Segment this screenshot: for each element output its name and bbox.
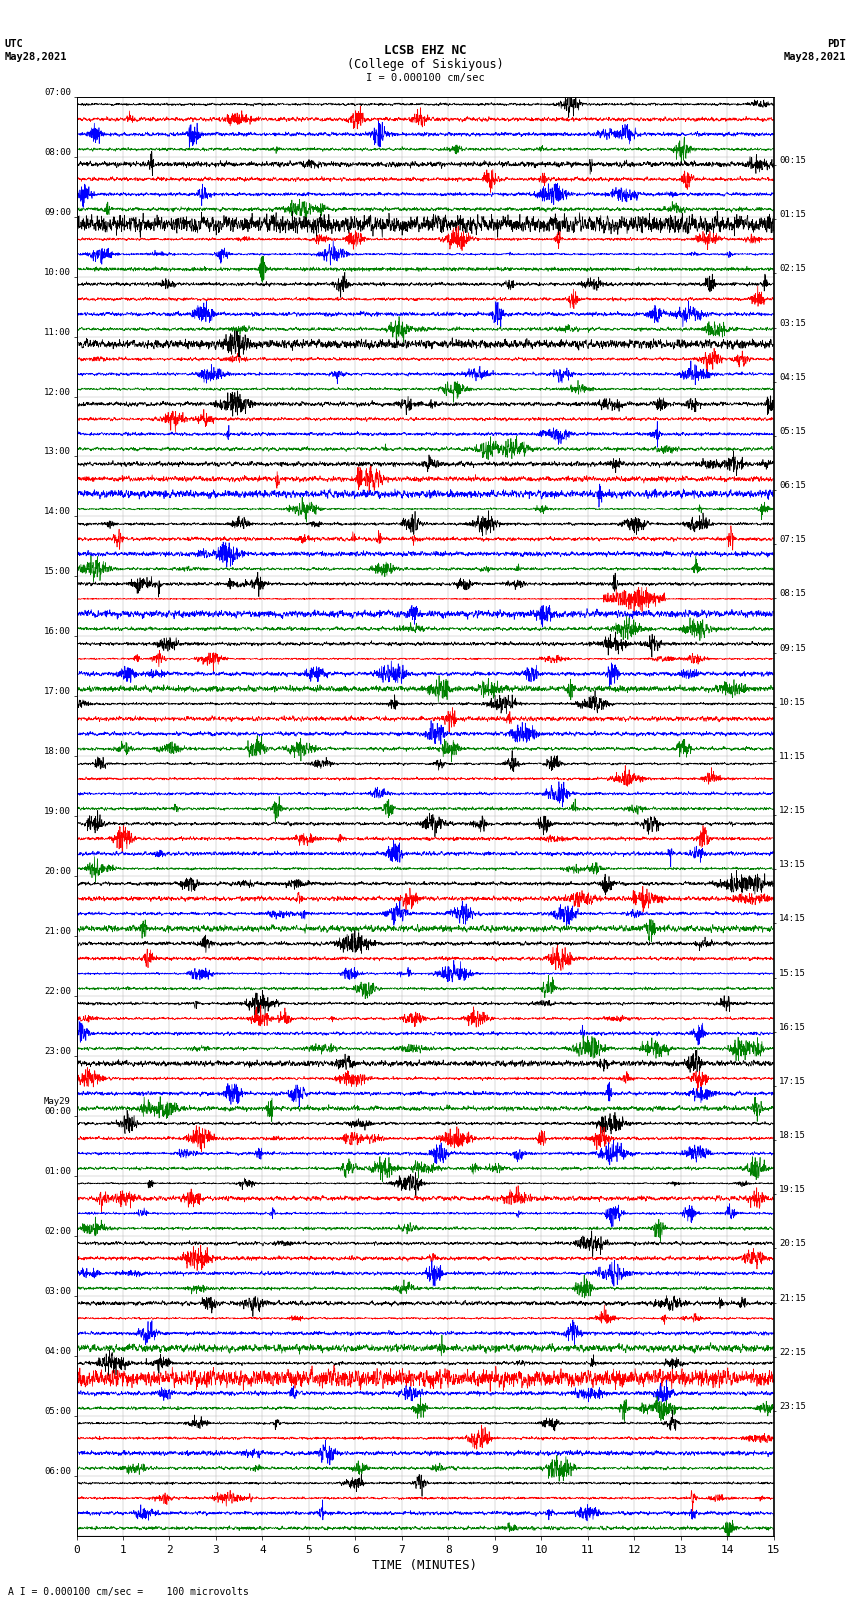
Text: I = 0.000100 cm/sec: I = 0.000100 cm/sec	[366, 73, 484, 82]
Text: (College of Siskiyous): (College of Siskiyous)	[347, 58, 503, 71]
Text: UTC: UTC	[4, 39, 23, 48]
Text: A I = 0.000100 cm/sec =    100 microvolts: A I = 0.000100 cm/sec = 100 microvolts	[8, 1587, 249, 1597]
Text: PDT: PDT	[827, 39, 846, 48]
Text: May28,2021: May28,2021	[783, 52, 846, 61]
X-axis label: TIME (MINUTES): TIME (MINUTES)	[372, 1558, 478, 1571]
Text: May28,2021: May28,2021	[4, 52, 67, 61]
Text: LCSB EHZ NC: LCSB EHZ NC	[383, 44, 467, 56]
